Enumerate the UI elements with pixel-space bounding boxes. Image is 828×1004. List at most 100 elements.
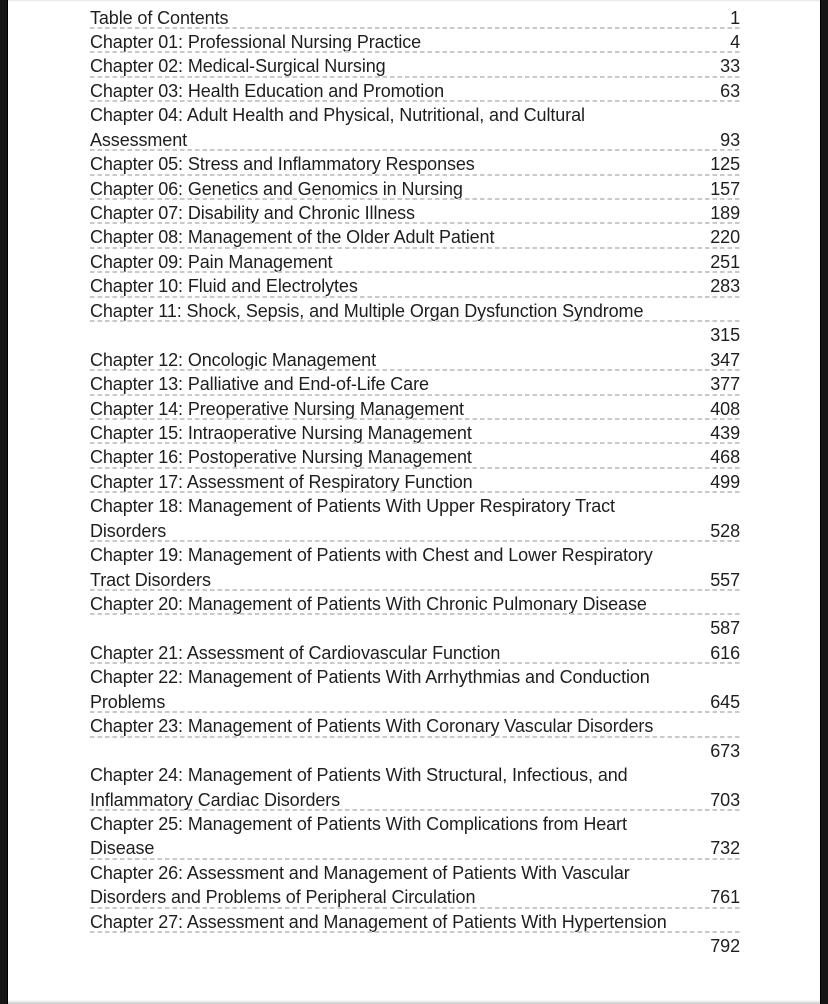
toc-entry-line: Chapter 10: Fluid and Electrolytes 283: [90, 274, 740, 299]
toc-entry-page-number: 1: [730, 7, 740, 28]
toc-entry-page-number: 4: [730, 31, 740, 52]
toc-entry-line: Chapter 12: Oncologic Management 347: [90, 348, 740, 372]
toc-entry-page-number: 645: [710, 691, 740, 712]
toc-entry-title-text: Disorders and Problems of Peripheral Cir…: [90, 887, 476, 908]
toc-entry-page-number: 439: [710, 422, 740, 443]
toc-entry[interactable]: Chapter 17: Assessment of Respiratory Fu…: [90, 470, 740, 494]
toc-entry-page-number: 157: [710, 178, 740, 199]
toc-entry[interactable]: Chapter 21: Assessment of Cardiovascular…: [90, 641, 740, 665]
toc-entry[interactable]: Chapter 25: Management of Patients With …: [90, 812, 740, 861]
toc-entry-title-text: Chapter 25: Management of Patients With …: [90, 813, 627, 834]
toc-entry-page-number: 377: [710, 374, 740, 395]
toc-entry-line: Chapter 27: Assessment and Management of…: [90, 910, 740, 934]
toc-entry-title-text: Chapter 02: Medical-Surgical Nursing: [90, 56, 386, 77]
toc-entry-title-text: Chapter 12: Oncologic Management: [90, 349, 376, 370]
toc-entry-page-number: [732, 299, 740, 323]
toc-entry[interactable]: Chapter 14: Preoperative Nursing Managem…: [90, 397, 740, 421]
toc-entry-page-number: 528: [710, 520, 740, 541]
toc-entry-line: Disease 732: [90, 836, 740, 861]
toc-entry[interactable]: Chapter 09: Pain Management 251: [90, 250, 740, 274]
toc-entry-line: Chapter 18: Management of Patients With …: [90, 494, 740, 518]
toc-entry-line: Chapter 17: Assessment of Respiratory Fu…: [90, 470, 740, 494]
toc-entry[interactable]: Chapter 15: Intraoperative Nursing Manag…: [90, 421, 740, 445]
toc-entry-line: Chapter 05: Stress and Inflammatory Resp…: [90, 152, 740, 176]
toc-entry-title-text: Problems: [90, 691, 166, 712]
toc-entry[interactable]: Chapter 27: Assessment and Management of…: [90, 910, 740, 959]
toc-entry-page-number: 616: [710, 642, 740, 663]
toc-entry-page-number: [732, 592, 740, 616]
toc-entry-title-text: Table of Contents: [90, 7, 229, 28]
toc-entry[interactable]: Chapter 12: Oncologic Management 347: [90, 348, 740, 372]
screen-edge-right: [820, 0, 828, 1004]
toc-entry[interactable]: Table of Contents 1: [90, 6, 740, 30]
toc-entry[interactable]: Chapter 10: Fluid and Electrolytes 283: [90, 274, 740, 299]
toc-entry-title-text: Chapter 26: Assessment and Management of…: [90, 862, 630, 883]
toc-entry-line: Chapter 08: Management of the Older Adul…: [90, 225, 740, 250]
toc-entry[interactable]: Chapter 23: Management of Patients With …: [90, 714, 740, 763]
toc-entry[interactable]: Chapter 06: Genetics and Genomics in Nur…: [90, 177, 740, 201]
toc-entry-page-number: 408: [710, 398, 740, 419]
toc-entry-title-text: Assessment: [90, 129, 188, 150]
toc-entry-line: Chapter 20: Management of Patients With …: [90, 592, 740, 616]
toc-entry-page-number: 63: [720, 80, 740, 101]
toc-entry-page-number: [732, 665, 740, 689]
toc-entry[interactable]: Chapter 22: Management of Patients With …: [90, 665, 740, 714]
toc-entry-page-number: 251: [710, 251, 740, 272]
toc-entry-line: Disorders and Problems of Peripheral Cir…: [90, 885, 740, 910]
toc-entry-title-text: Chapter 20: Management of Patients With …: [90, 594, 647, 614]
toc-entry-page-number: 220: [710, 227, 740, 248]
toc-entry-title-text: Chapter 23: Management of Patients With …: [90, 716, 654, 737]
toc-entry-title-text: Chapter 22: Management of Patients With …: [90, 667, 650, 688]
toc-entry[interactable]: Chapter 16: Postoperative Nursing Manage…: [90, 445, 740, 470]
toc-entry[interactable]: Chapter 20: Management of Patients With …: [90, 592, 740, 641]
toc-entry[interactable]: Chapter 19: Management of Patients with …: [90, 543, 740, 592]
toc-entry-line: Disorders 528: [90, 519, 740, 543]
toc-entry-page-number: 673: [710, 740, 740, 761]
toc-entry-title-text: Chapter 24: Management of Patients With …: [90, 765, 628, 786]
toc-entry-title-text: Chapter 10: Fluid and Electrolytes: [90, 276, 358, 297]
toc-entry-line: 587: [90, 616, 740, 640]
toc-entry-line: Inflammatory Cardiac Disorders 703: [90, 788, 740, 812]
table-of-contents: Table of Contents 1 Chapter 01: Profession…: [90, 0, 740, 959]
toc-entry[interactable]: Chapter 18: Management of Patients With …: [90, 494, 740, 543]
toc-entry-title-text: Chapter 17: Assessment of Respiratory Fu…: [90, 471, 473, 492]
toc-entry-line: Chapter 09: Pain Management 251: [90, 250, 740, 274]
toc-entry-title-text: Chapter 13: Palliative and End-of-Life C…: [90, 374, 429, 395]
toc-entry-line: Chapter 24: Management of Patients With …: [90, 763, 740, 787]
toc-entry-title-text: Chapter 03: Health Education and Promoti…: [90, 80, 445, 101]
toc-entry-title-text: Chapter 27: Assessment and Management of…: [90, 911, 667, 932]
document-page: Table of Contents 1 Chapter 01: Profession…: [8, 0, 820, 1004]
toc-entry[interactable]: Chapter 03: Health Education and Promoti…: [90, 79, 740, 103]
toc-entry-line: Tract Disorders 557: [90, 568, 740, 592]
toc-entry-page-number: 93: [720, 129, 740, 150]
toc-entry-title-text: Chapter 08: Management of the Older Adul…: [90, 227, 495, 248]
toc-entry[interactable]: Chapter 26: Assessment and Management of…: [90, 861, 740, 910]
toc-entry-line: Chapter 26: Assessment and Management of…: [90, 861, 740, 885]
toc-entry-page-number: [732, 763, 740, 787]
toc-entry-page-number: 792: [710, 936, 740, 957]
toc-entry-page-number: 468: [710, 447, 740, 468]
toc-entry[interactable]: Chapter 02: Medical-Surgical Nursing 33: [90, 54, 740, 79]
toc-entry-page-number: [732, 812, 740, 836]
toc-entry-page-number: 557: [710, 569, 740, 590]
toc-entry[interactable]: Chapter 13: Palliative and End-of-Life C…: [90, 372, 740, 396]
toc-entry-page-number: 499: [710, 471, 740, 492]
toc-entry-page-number: [732, 861, 740, 885]
toc-entry[interactable]: Chapter 11: Shock, Sepsis, and Multiple …: [90, 299, 740, 348]
toc-entry[interactable]: Chapter 24: Management of Patients With …: [90, 763, 740, 812]
toc-entry-page-number: [732, 103, 740, 127]
toc-entry[interactable]: Chapter 07: Disability and Chronic Illne…: [90, 201, 740, 225]
toc-entry-title-text: Chapter 06: Genetics and Genomics in Nur…: [90, 178, 463, 199]
toc-entry[interactable]: Chapter 01: Professional Nursing Practic…: [90, 30, 740, 54]
toc-entry-page-number: 125: [710, 154, 740, 175]
toc-entry[interactable]: Chapter 04: Adult Health and Physical, N…: [90, 103, 740, 152]
toc-entry-line: 315: [90, 323, 740, 347]
toc-entry-title-text: Inflammatory Cardiac Disorders: [90, 789, 341, 810]
toc-entry[interactable]: Chapter 08: Management of the Older Adul…: [90, 225, 740, 250]
toc-entry-page-number: 283: [710, 276, 740, 297]
toc-entry-page-number: [732, 494, 740, 518]
toc-entry-title-text: Chapter 18: Management of Patients With …: [90, 496, 615, 517]
toc-entry-title-text: Chapter 19: Management of Patients with …: [90, 545, 653, 566]
toc-entry-line: Table of Contents 1: [90, 6, 740, 30]
toc-entry[interactable]: Chapter 05: Stress and Inflammatory Resp…: [90, 152, 740, 176]
